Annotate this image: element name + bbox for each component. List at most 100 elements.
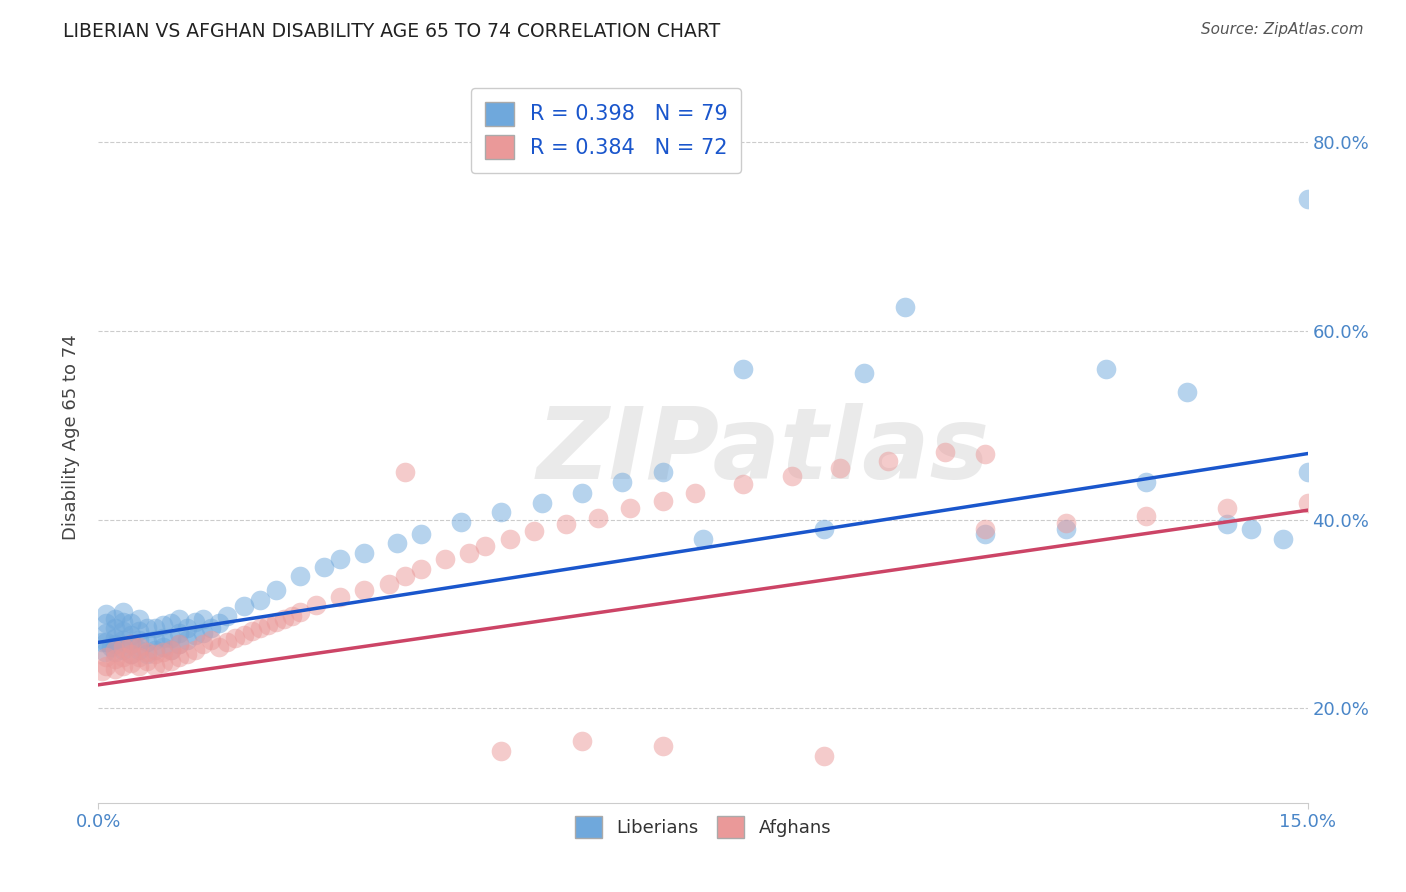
Point [143, 643, 166, 657]
Point [96, 616, 118, 631]
Point [184, 615, 207, 629]
Point [217, 609, 239, 624]
Point [651, 493, 673, 508]
Point [128, 624, 150, 638]
Point [120, 647, 142, 661]
Text: Source: ZipAtlas.com: Source: ZipAtlas.com [1201, 22, 1364, 37]
Point [111, 615, 134, 629]
Point [377, 577, 399, 591]
Point [200, 633, 222, 648]
Point [96, 649, 118, 664]
Point [176, 621, 198, 635]
Point [1054, 522, 1077, 536]
Point [160, 643, 183, 657]
Point [1296, 466, 1319, 480]
Point [152, 656, 174, 670]
Point [135, 647, 157, 661]
Point [1216, 501, 1239, 516]
Point [111, 640, 134, 654]
Point [135, 645, 157, 659]
Point [224, 631, 246, 645]
Point [200, 621, 222, 635]
Point [152, 631, 174, 645]
Point [619, 501, 641, 516]
Point [103, 645, 125, 659]
Point [780, 469, 803, 483]
Point [434, 552, 457, 566]
Point [103, 652, 125, 666]
Point [240, 624, 263, 638]
Point [733, 476, 755, 491]
Point [111, 649, 134, 664]
Point [135, 635, 157, 649]
Point [111, 643, 134, 657]
Point [208, 616, 231, 631]
Point [586, 510, 609, 524]
Text: LIBERIAN VS AFGHAN DISABILITY AGE 65 TO 74 CORRELATION CHART: LIBERIAN VS AFGHAN DISABILITY AGE 65 TO … [63, 22, 720, 41]
Point [160, 631, 183, 645]
Point [571, 486, 593, 500]
Point [353, 583, 375, 598]
Point [111, 633, 134, 648]
Point [409, 562, 432, 576]
Point [135, 654, 157, 668]
Point [813, 748, 835, 763]
Point [167, 612, 190, 626]
Point [1095, 361, 1118, 376]
Point [152, 640, 174, 654]
Point [135, 621, 157, 635]
Point [103, 631, 125, 645]
Legend: Liberians, Afghans: Liberians, Afghans [568, 808, 838, 845]
Point [120, 637, 142, 651]
Point [193, 612, 215, 626]
Point [152, 645, 174, 659]
Point [120, 656, 142, 670]
Point [96, 659, 118, 673]
Point [474, 539, 496, 553]
Y-axis label: Disability Age 65 to 74: Disability Age 65 to 74 [62, 334, 80, 540]
Point [314, 559, 336, 574]
Point [612, 475, 634, 489]
Point [329, 552, 352, 566]
Point [143, 647, 166, 661]
Point [217, 635, 239, 649]
Point [167, 649, 190, 664]
Point [1216, 517, 1239, 532]
Point [91, 664, 114, 678]
Point [103, 662, 125, 676]
Point [394, 466, 416, 480]
Point [167, 626, 190, 640]
Point [152, 618, 174, 632]
Point [176, 633, 198, 648]
Point [934, 444, 956, 458]
Point [128, 633, 150, 648]
Point [103, 637, 125, 651]
Point [853, 367, 876, 381]
Point [120, 647, 142, 661]
Point [974, 522, 997, 536]
Point [120, 616, 142, 631]
Point [273, 612, 295, 626]
Point [120, 637, 142, 651]
Point [651, 739, 673, 754]
Point [128, 612, 150, 626]
Point [828, 460, 851, 475]
Point [160, 616, 183, 631]
Point [683, 486, 706, 500]
Point [193, 626, 215, 640]
Point [264, 583, 287, 598]
Point [1240, 522, 1263, 536]
Point [974, 447, 997, 461]
Point [1135, 508, 1157, 523]
Point [143, 633, 166, 648]
Point [1296, 192, 1319, 206]
Point [111, 605, 134, 619]
Point [498, 532, 520, 546]
Point [103, 612, 125, 626]
Point [143, 659, 166, 673]
Point [100, 640, 122, 654]
Point [692, 532, 714, 546]
Point [249, 621, 271, 635]
Point [1296, 496, 1319, 510]
Point [1135, 475, 1157, 489]
